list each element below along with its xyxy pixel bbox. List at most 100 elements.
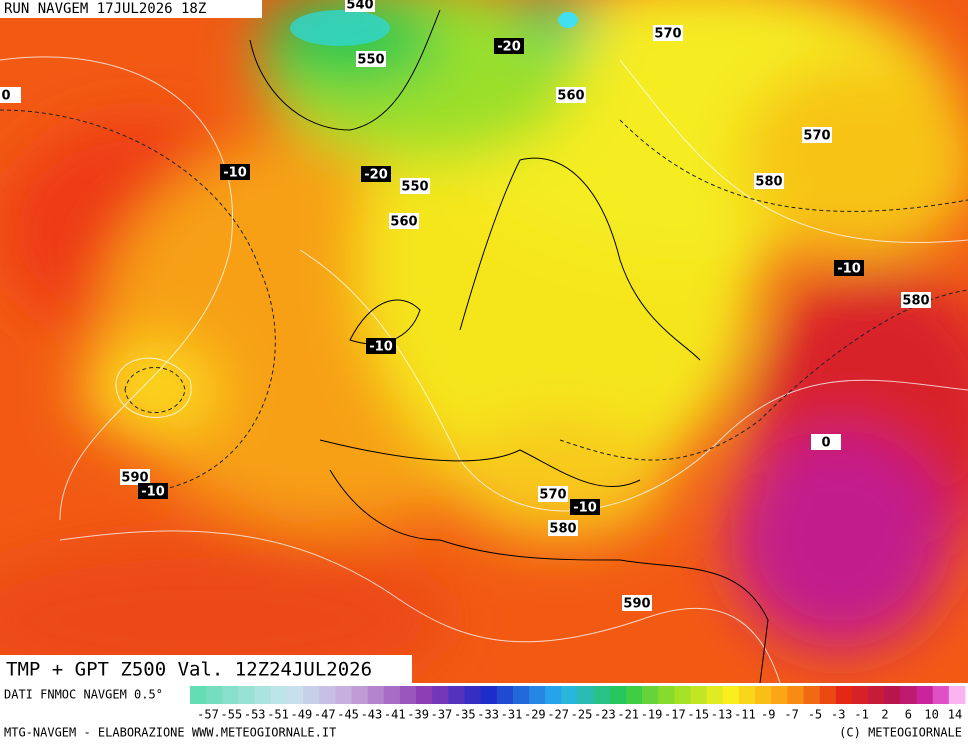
colorbar-swatch (335, 686, 352, 704)
colorbar-labels: -57 -55 -53 -51 -49 -47 -45 -43 -41 -39 -37 -35 -33-… (197, 708, 962, 722)
contour-label-box (345, 0, 375, 12)
colorbar-swatch (512, 686, 530, 704)
colorbar-swatch (190, 686, 207, 704)
colorbar-label: -35 (454, 708, 476, 722)
colorbar-label: -27 (547, 708, 569, 722)
colorbar-swatch (819, 686, 837, 704)
contour-label-box (811, 434, 841, 450)
contour-label-box (802, 127, 832, 143)
contour-label: 580 (902, 294, 929, 309)
contour-label: 560 (390, 215, 417, 230)
colorbar-swatch (529, 686, 546, 704)
contour-label: 560 (557, 89, 584, 104)
colorbar-label: -37 (431, 708, 453, 722)
colorbar-swatch (222, 686, 239, 704)
colorbar-label: -33 (477, 708, 499, 722)
contour-label-box (361, 166, 391, 182)
colorbar-label: -39 (407, 708, 429, 722)
colorbar-label: -1 (854, 708, 868, 722)
contour-label-box (548, 520, 578, 536)
colorbar-label: -17 (664, 708, 686, 722)
colorbar-swatch (900, 686, 918, 704)
colorbar-label: -47 (314, 708, 336, 722)
colorbar-label: -7 (784, 708, 798, 722)
colorbar-label: -5 (808, 708, 822, 722)
colorbar-swatch (593, 686, 611, 704)
colorbar-label: -53 (244, 708, 266, 722)
colorbar-swatch (577, 686, 595, 704)
colorbar-swatch (771, 686, 788, 704)
colorbar-label: -49 (291, 708, 313, 722)
colorbar-swatch (416, 686, 433, 704)
contour-label: 0 (821, 436, 830, 451)
colorbar-swatch (448, 686, 465, 704)
colorbar-label: -11 (734, 708, 756, 722)
contour-label-box (901, 292, 931, 308)
contour-label: 550 (401, 180, 428, 195)
colorbar-label: -25 (571, 708, 593, 722)
temperature-field (0, 0, 968, 683)
colorbar-swatch (625, 686, 643, 704)
colorbar-swatch (851, 686, 869, 704)
colorbar-source: DATI FNMOC NAVGEM 0.5° (4, 688, 163, 702)
colorbar-swatch (399, 686, 417, 704)
colorbar-label: 6 (905, 708, 912, 722)
colorbar-label: -29 (524, 708, 546, 722)
colorbar-swatch (496, 686, 514, 704)
colorbar-swatch (480, 686, 498, 704)
colorbar-swatch (835, 686, 853, 704)
colorbar-swatch (690, 686, 708, 704)
contour-label-box (400, 178, 430, 194)
contour-label-box (556, 87, 586, 103)
colorbar-swatch (367, 686, 385, 704)
colorbar-swatch (706, 686, 724, 704)
contour-label: -10 (223, 166, 247, 181)
colorbar-label: 10 (924, 708, 938, 722)
colorbar-swatch (868, 686, 885, 704)
footer-left: MTG-NAVGEM - ELABORAZIONE WWW.METEOGIORN… (4, 726, 336, 740)
run-box (0, 0, 262, 18)
contour-label-box (622, 595, 652, 611)
contour-label-box (0, 87, 21, 103)
colorbar-swatch (609, 686, 627, 704)
colorbar-swatch (932, 686, 950, 704)
colorbar-swatch (351, 686, 369, 704)
colorbar-swatch (319, 686, 336, 704)
colorbar-swatch (642, 686, 659, 704)
contour-label-box (389, 213, 419, 229)
colorbar-label: -31 (501, 708, 523, 722)
contour-label: -10 (837, 262, 861, 277)
colorbar-label: -13 (711, 708, 733, 722)
contour-label: 580 (549, 522, 576, 537)
contour-label: -10 (141, 485, 165, 500)
colorbar-swatch (238, 686, 256, 704)
colorbar-label: -15 (687, 708, 709, 722)
colorbar-swatch (658, 686, 675, 704)
product-box (0, 655, 412, 683)
colorbar-swatch (383, 686, 401, 704)
colorbar-label: 2 (881, 708, 888, 722)
colorbar-swatch (738, 686, 756, 704)
colorbar-label: -43 (361, 708, 383, 722)
colorbar-label: -41 (384, 708, 406, 722)
contour-label: -10 (573, 501, 597, 516)
colorbar-swatch (755, 686, 772, 704)
contour-label-box (120, 469, 150, 485)
contour-label-box (220, 164, 250, 180)
colorbar-label: -23 (594, 708, 616, 722)
colorbar-swatch (674, 686, 692, 704)
colorbar-swatch (787, 686, 805, 704)
colorbar-swatch (722, 686, 740, 704)
contour-label: 590 (121, 471, 148, 486)
contour-label-box (754, 173, 784, 189)
colorbar-swatch (206, 686, 223, 704)
contour-labels: 540 550 -20 570 0 560 570 -10 -20 550 580 560 -10 580… (0, 0, 931, 612)
contour-label-box (138, 483, 168, 499)
colorbar-label: -51 (267, 708, 289, 722)
colorbar-swatch (884, 686, 901, 704)
colorbar-swatch (432, 686, 449, 704)
colorbar-swatch (545, 686, 562, 704)
colorbar (190, 686, 966, 704)
